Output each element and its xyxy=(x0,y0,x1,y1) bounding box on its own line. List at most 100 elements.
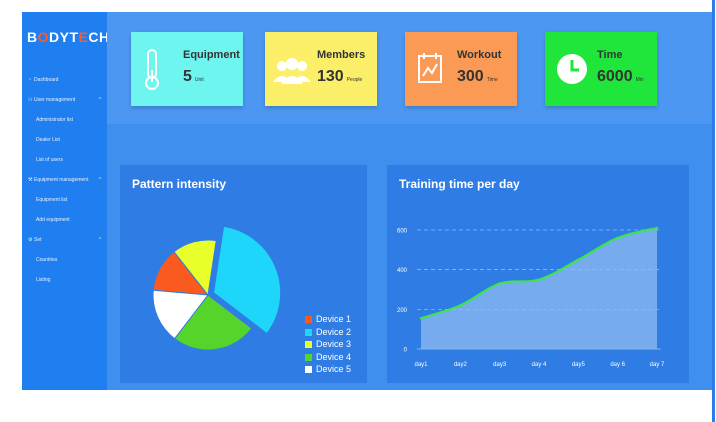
sidebar-item-user-management[interactable]: ⚇ User management ^ xyxy=(22,90,107,110)
chevron-up-icon: ^ xyxy=(98,97,101,103)
card-value: 130 People xyxy=(317,68,363,85)
sidebar-item-label: Add equipment xyxy=(36,217,70,223)
data-point[interactable] xyxy=(419,317,423,320)
card-unit: People xyxy=(346,77,363,83)
sidebar-item-countries[interactable]: Countries xyxy=(22,250,107,270)
data-point[interactable] xyxy=(577,258,580,261)
sidebar: BODYTECH ◔ Dashboard ⚇ User management ^ Ad… xyxy=(22,12,110,390)
y-tick-label: 200 xyxy=(397,308,408,314)
sidebar-item-dealer-list[interactable]: Dealer List xyxy=(22,130,107,150)
legend-label: Device 1 xyxy=(316,314,352,324)
legend-label: Device 2 xyxy=(316,326,352,337)
chevron-up-icon: ^ xyxy=(98,177,101,183)
legend-item-device-4[interactable]: Device 4 xyxy=(305,351,351,364)
legend-label: Device 3 xyxy=(316,339,352,349)
data-point[interactable] xyxy=(655,226,659,230)
legend-label: Device 5 xyxy=(316,364,352,374)
thermometer-icon xyxy=(145,49,159,90)
card-title: Equipment xyxy=(183,49,240,61)
legend-swatch xyxy=(305,353,312,361)
training-time-panel: Training time per day 0 200 400 600 day1 day2… xyxy=(387,165,689,383)
sidebar-item-label: Equipment list xyxy=(36,197,68,203)
card-value: 5 Unit xyxy=(183,68,204,85)
sidebar-item-listing[interactable]: Listing xyxy=(22,270,107,290)
sidebar-item-label: Dashboard xyxy=(34,77,59,83)
x-tick-label: day5 xyxy=(572,362,586,368)
legend-swatch xyxy=(305,328,312,336)
legend-item-device-3[interactable]: Device 3 xyxy=(305,338,351,351)
stat-cards-band: Equipment 5 Unit Members 130 People W xyxy=(107,12,712,124)
panel-title: Pattern intensity xyxy=(132,177,227,191)
x-tick-label: day 6 xyxy=(610,362,625,368)
wrench-icon: ⚒ xyxy=(28,177,33,183)
sidebar-item-equipment-list[interactable]: Equipment list xyxy=(22,190,107,210)
pie-slice-device-2[interactable] xyxy=(213,225,282,335)
card-title: Time xyxy=(597,49,623,61)
card-title: Members xyxy=(317,49,366,61)
workout-card[interactable]: Workout 300 Time xyxy=(405,32,517,106)
card-title: Workout xyxy=(457,49,502,61)
pie-slice-device-3[interactable] xyxy=(173,239,217,297)
sidebar-item-set[interactable]: ⚙ Set ^ xyxy=(22,230,107,250)
sidebar-item-label: Set xyxy=(34,237,42,243)
time-card[interactable]: Time 6000 Min xyxy=(545,32,657,106)
pie-slice-device-4[interactable] xyxy=(173,294,253,351)
right-edge-line xyxy=(712,0,715,422)
data-point[interactable] xyxy=(537,278,541,281)
x-tick-label: day1 xyxy=(414,362,428,368)
pie-chart xyxy=(152,225,282,351)
x-tick-label: day3 xyxy=(493,362,507,368)
legend-swatch xyxy=(305,316,312,324)
sidebar-item-administrator-list[interactable]: Administrator list xyxy=(22,110,107,130)
legend-item-device-2[interactable]: Device 2 xyxy=(305,326,351,339)
legend-label: Device 4 xyxy=(316,351,352,362)
panel-title: Training time per day xyxy=(399,177,520,191)
legend-item-device-5[interactable]: Device 5 xyxy=(305,363,351,376)
card-unit: Unit xyxy=(194,77,204,83)
calendar-chart-icon xyxy=(418,53,442,83)
legend-item-device-1[interactable]: Device 1 xyxy=(305,313,351,326)
user-icon: ⚇ xyxy=(28,97,33,103)
members-card[interactable]: Members 130 People xyxy=(265,32,377,106)
chevron-up-icon: ^ xyxy=(98,237,101,243)
y-tick-label: 0 xyxy=(404,348,408,354)
sidebar-item-label: Listing xyxy=(36,277,51,283)
pie-slice-device-5[interactable] xyxy=(152,289,209,340)
training-time-chart: 0 200 400 600 day1 day2 day3 day 4 day5 day 6 day … xyxy=(397,226,665,368)
card-value: 300 Time xyxy=(457,68,498,85)
sidebar-item-label: Dealer List xyxy=(36,137,60,143)
y-tick-label: 400 xyxy=(397,268,408,274)
brand-logo[interactable]: BODYTECH xyxy=(27,29,110,45)
data-point[interactable] xyxy=(616,236,619,240)
sidebar-item-label: List of users xyxy=(36,157,63,163)
x-tick-label: day 4 xyxy=(532,362,547,368)
dashboard-icon: ◔ xyxy=(28,77,32,83)
card-unit: Min xyxy=(635,77,644,83)
gear-icon: ⚙ xyxy=(28,237,33,243)
sidebar-item-dashboard[interactable]: ◔ Dashboard xyxy=(22,70,107,90)
area-fill xyxy=(421,227,657,349)
main-content: Equipment 5 Unit Members 130 People W xyxy=(107,12,712,390)
x-tick-label: day2 xyxy=(454,362,468,368)
equipment-card[interactable]: Equipment 5 Unit xyxy=(131,32,243,106)
sidebar-item-equipment-management[interactable]: ⚒ Equipment management ^ xyxy=(22,170,107,190)
sidebar-item-list-of-users[interactable]: List of users xyxy=(22,150,107,170)
sidebar-item-label: Countries xyxy=(36,257,58,263)
pattern-intensity-panel: Pattern intensity Device 1 Device 2 Device… xyxy=(120,165,367,383)
sidebar-item-label: Administrator list xyxy=(36,117,73,123)
card-unit: Time xyxy=(486,77,498,83)
sidebar-item-label: User management xyxy=(34,97,76,103)
legend-swatch xyxy=(305,341,312,349)
x-tick-label: day 7 xyxy=(650,362,665,368)
legend-swatch xyxy=(305,366,312,374)
clock-icon xyxy=(557,54,587,84)
data-point[interactable] xyxy=(498,282,501,285)
data-point[interactable] xyxy=(459,304,462,307)
people-icon xyxy=(273,58,311,84)
sidebar-nav: ◔ Dashboard ⚇ User management ^ Administrat… xyxy=(22,70,107,290)
dashboard-window: BODYTECH ◔ Dashboard ⚇ User management ^ Ad… xyxy=(22,12,712,390)
card-value: 6000 Min xyxy=(597,68,644,85)
sidebar-item-label: Equipment management xyxy=(34,177,89,183)
pie-legend: Device 1 Device 2 Device 3 Device 4 Device 5 xyxy=(305,313,351,376)
sidebar-item-add-equipment[interactable]: Add equipment xyxy=(22,210,107,230)
